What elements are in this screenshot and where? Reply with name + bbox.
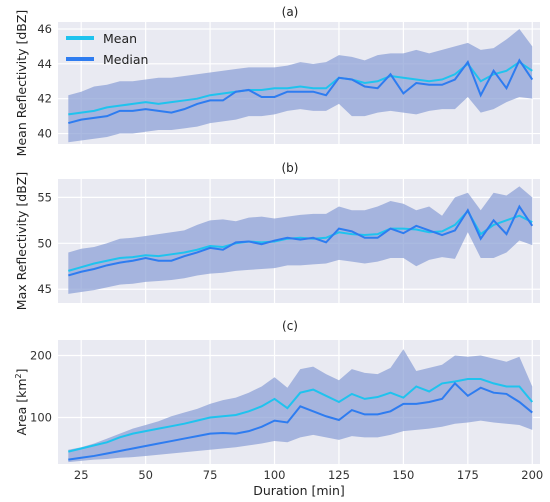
legend-mean-label: Mean (103, 31, 137, 46)
panel-a-y-tick-label-2: 44 (37, 57, 52, 71)
panel-b-y-ticks: 45 50 55 (37, 190, 52, 296)
panel-c-x-tick-label-1: 50 (138, 468, 153, 482)
legend-median-label: Median (103, 52, 148, 67)
panel-b-y-axis-label: Max Reflectivity [dBZ] (14, 172, 29, 310)
panel-a-median-line (68, 58, 534, 125)
panel-b-y-tick-label-1: 50 (37, 236, 52, 250)
panel-b-title: (b) (282, 161, 299, 175)
panel-c-median-line (68, 381, 533, 461)
panel-c-y-tick-label-0: 100 (30, 411, 52, 425)
panel-c-y-axis-label-sup: 2 (14, 373, 23, 378)
legend: Mean Median (66, 31, 148, 67)
panel-c-mean-line (68, 378, 534, 453)
panel-c-x-tick-label-6: 175 (457, 468, 479, 482)
panel-c-x-tick-label-0: 25 (74, 468, 89, 482)
panel-c-x-tick-label-4: 125 (328, 468, 350, 482)
panel-a-y-axis-label: Mean Reflectivity [dBZ] (14, 10, 29, 157)
panel-b-mean-line (68, 209, 533, 272)
panel-a-y-tick-label-3: 46 (37, 22, 52, 36)
panel-a-y-tick-label-0: 40 (37, 127, 52, 141)
panel-b-y-tick-label-0: 45 (37, 282, 52, 296)
panel-a-y-tick-label-1: 42 (37, 92, 52, 106)
panel-c-x-ticks: 25 50 75 100 125 150 175 200 (74, 468, 543, 482)
panel-c-x-tick-label-5: 150 (392, 468, 414, 482)
panel-c-x-tick-label-3: 100 (264, 468, 286, 482)
panel-a: (a) 40 42 44 46 Mean Reflectivity [dBZ] Mea… (14, 5, 540, 156)
panel-c-x-tick-label-7: 200 (521, 468, 543, 482)
panel-b-median-line (68, 204, 534, 277)
panel-c: (c) 100 200 25 50 75 100 125 150 175 200 Area [k… (14, 319, 543, 498)
panel-c-y-tick-label-1: 200 (30, 349, 52, 363)
x-axis-label: Duration [min] (253, 483, 345, 498)
panel-c-y-axis-label-end: ] (14, 368, 29, 373)
panel-b-y-tick-label-2: 55 (37, 190, 52, 204)
panel-c-title: (c) (282, 319, 298, 333)
panel-c-x-tick-label-2: 75 (203, 468, 218, 482)
panel-b: (b) 45 50 55 Max Reflectivity [dBZ] (14, 161, 540, 310)
panel-c-y-axis-label: Area [km2] (14, 368, 29, 435)
panel-a-mean-line (68, 60, 533, 116)
panel-a-title: (a) (282, 5, 299, 19)
panel-c-y-axis-label-text: Area [km (14, 378, 29, 435)
panel-c-y-ticks: 100 200 (30, 349, 52, 425)
panel-a-y-ticks: 40 42 44 46 (37, 22, 52, 141)
